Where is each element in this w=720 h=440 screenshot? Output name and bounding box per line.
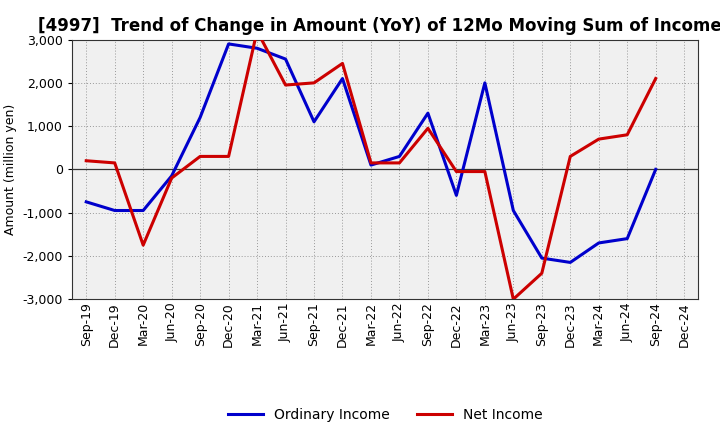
Net Income xyxy=(82,158,91,163)
Net Income xyxy=(253,28,261,33)
Net Income xyxy=(595,136,603,142)
Ordinary Income xyxy=(167,173,176,179)
Net Income xyxy=(225,154,233,159)
Net Income xyxy=(395,160,404,165)
Ordinary Income xyxy=(253,46,261,51)
Ordinary Income xyxy=(537,256,546,261)
Net Income xyxy=(338,61,347,66)
Net Income xyxy=(167,176,176,181)
Y-axis label: Amount (million yen): Amount (million yen) xyxy=(4,104,17,235)
Line: Ordinary Income: Ordinary Income xyxy=(86,44,656,262)
Ordinary Income xyxy=(566,260,575,265)
Ordinary Income xyxy=(196,115,204,120)
Net Income xyxy=(110,160,119,165)
Ordinary Income xyxy=(509,208,518,213)
Net Income xyxy=(139,242,148,248)
Net Income xyxy=(310,80,318,85)
Ordinary Income xyxy=(310,119,318,125)
Net Income xyxy=(452,169,461,174)
Ordinary Income xyxy=(338,76,347,81)
Ordinary Income xyxy=(139,208,148,213)
Net Income xyxy=(196,154,204,159)
Ordinary Income xyxy=(423,110,432,116)
Net Income xyxy=(423,126,432,131)
Ordinary Income xyxy=(366,162,375,168)
Ordinary Income xyxy=(225,41,233,47)
Ordinary Income xyxy=(623,236,631,241)
Ordinary Income xyxy=(110,208,119,213)
Legend: Ordinary Income, Net Income: Ordinary Income, Net Income xyxy=(222,402,548,427)
Ordinary Income xyxy=(395,154,404,159)
Net Income xyxy=(537,271,546,276)
Net Income xyxy=(566,154,575,159)
Line: Net Income: Net Income xyxy=(86,31,656,299)
Net Income xyxy=(623,132,631,137)
Net Income xyxy=(509,297,518,302)
Ordinary Income xyxy=(652,167,660,172)
Ordinary Income xyxy=(282,56,290,62)
Net Income xyxy=(282,82,290,88)
Net Income xyxy=(652,76,660,81)
Ordinary Income xyxy=(595,240,603,246)
Ordinary Income xyxy=(82,199,91,205)
Title: [4997]  Trend of Change in Amount (YoY) of 12Mo Moving Sum of Incomes: [4997] Trend of Change in Amount (YoY) o… xyxy=(38,17,720,35)
Ordinary Income xyxy=(480,80,489,85)
Ordinary Income xyxy=(452,193,461,198)
Net Income xyxy=(480,169,489,174)
Net Income xyxy=(366,160,375,165)
